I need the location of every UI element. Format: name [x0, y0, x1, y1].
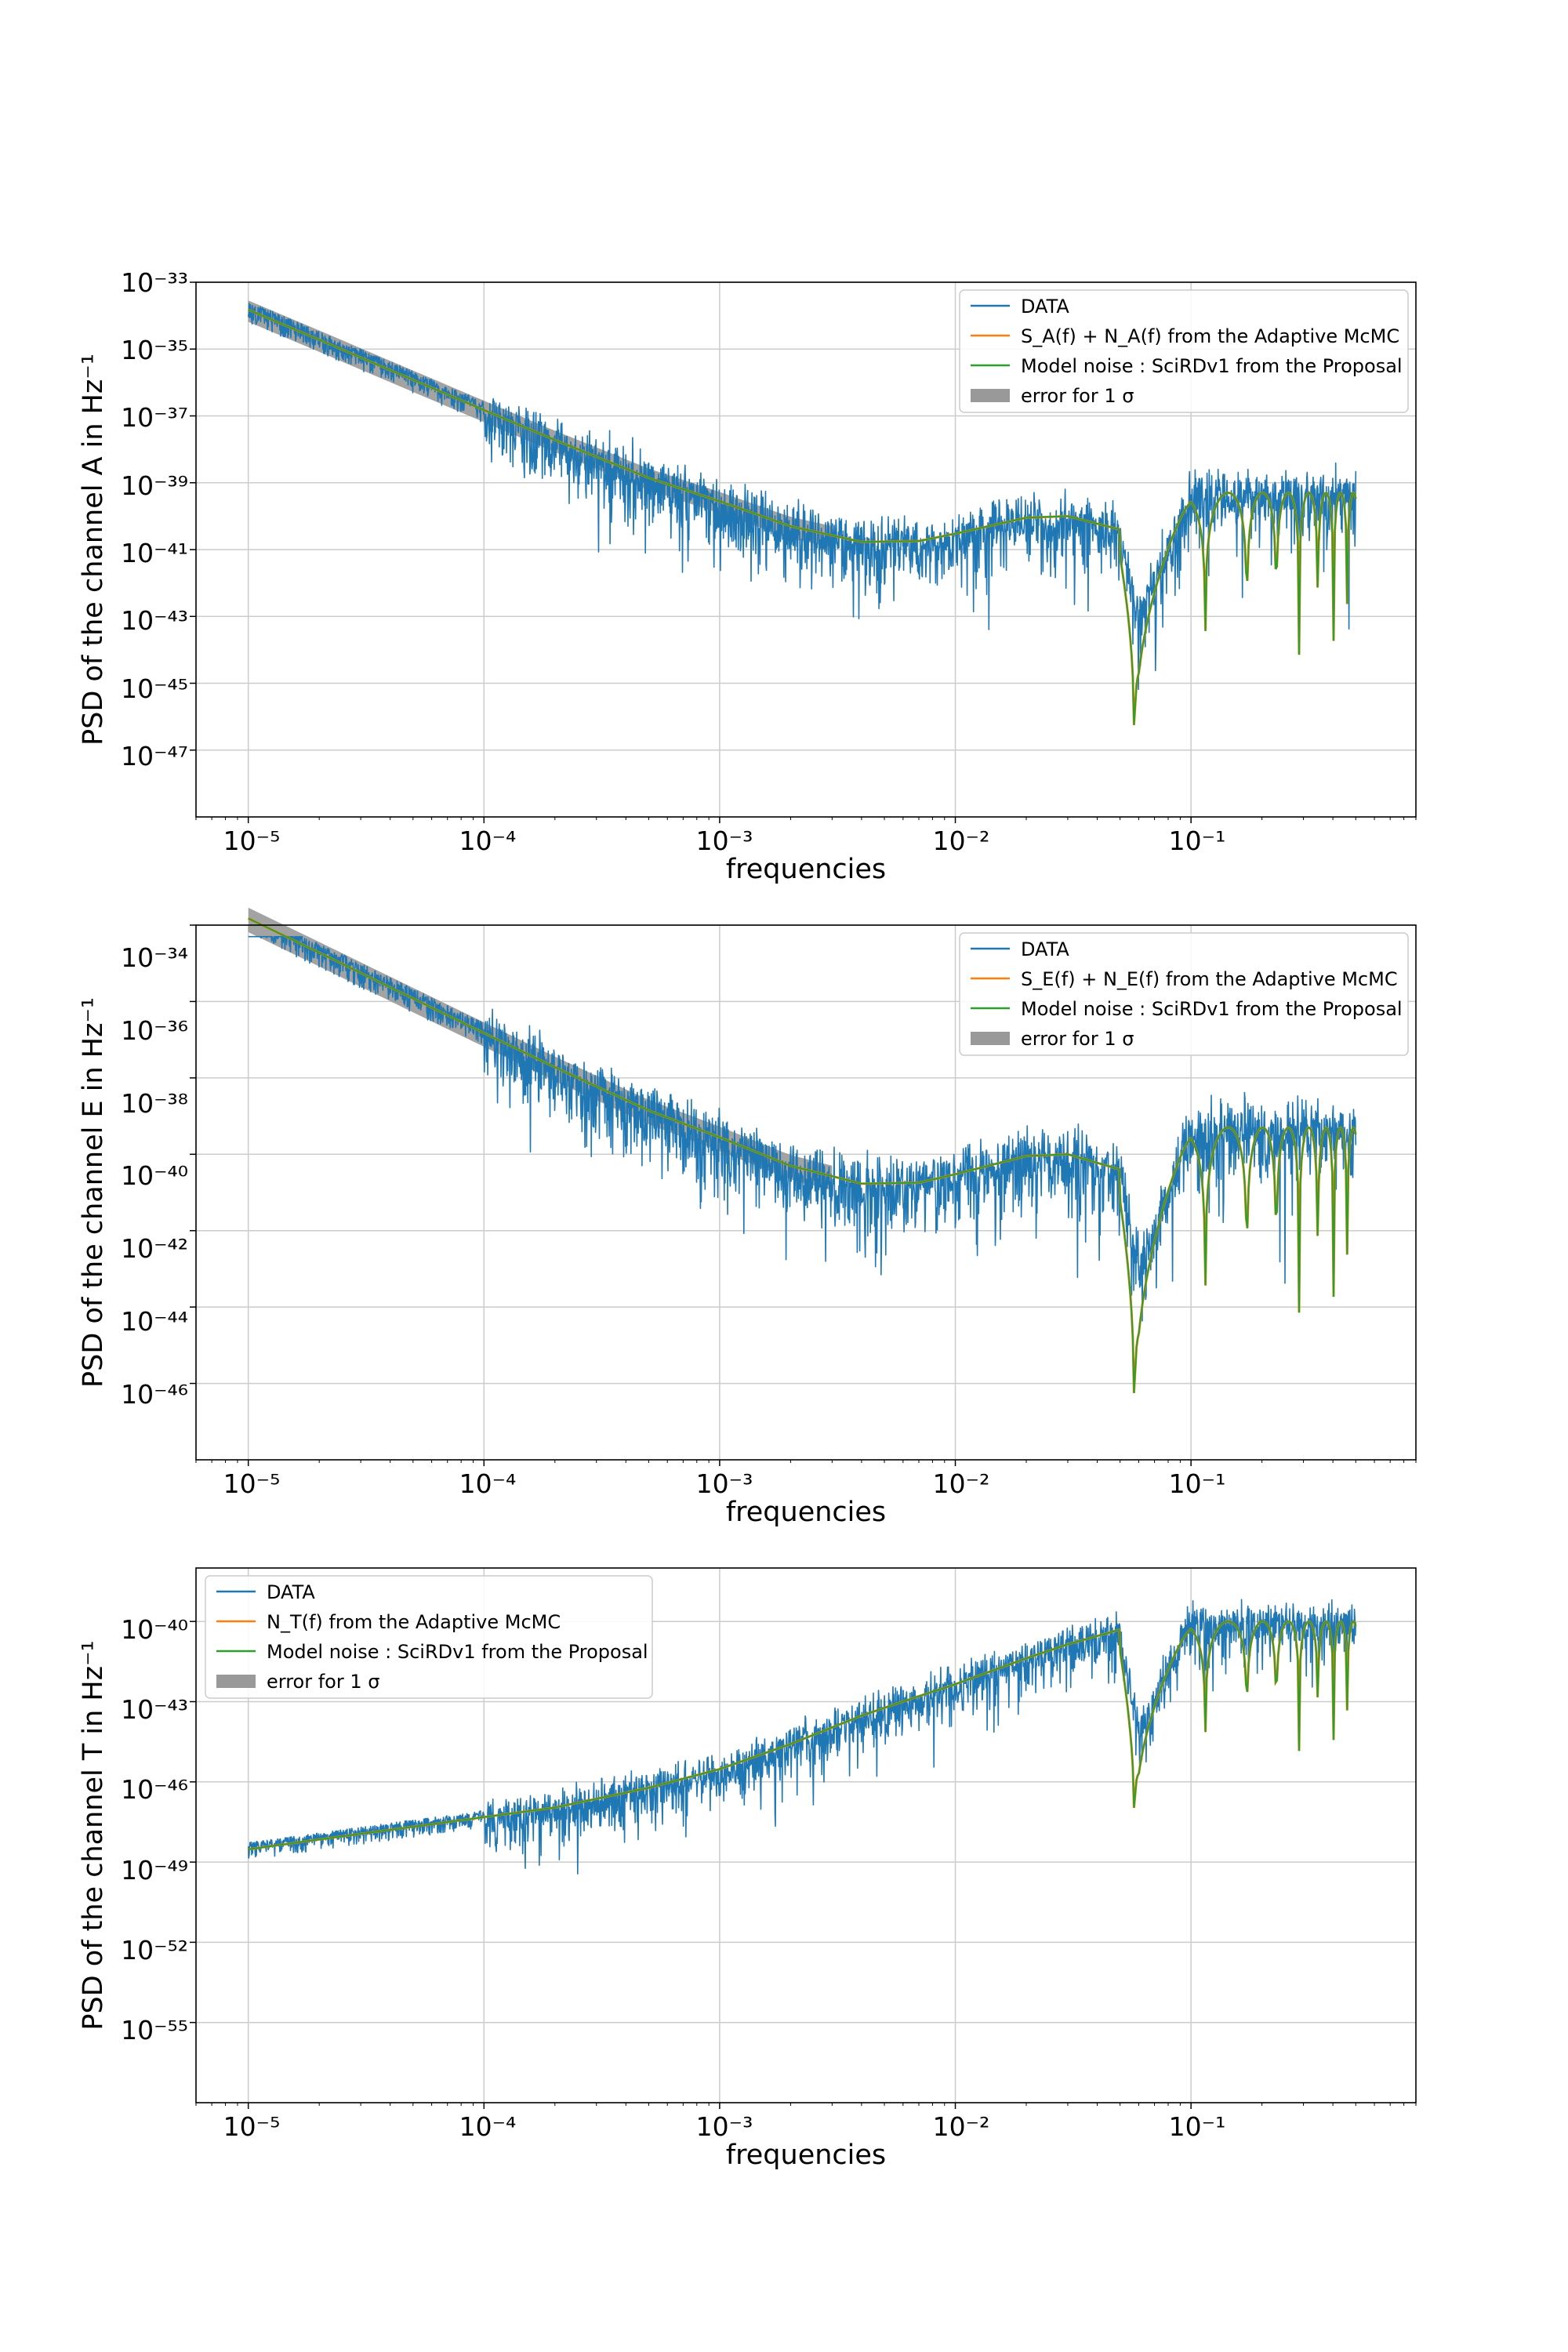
y-axis-label: PSD of the channel E in Hz⁻¹: [78, 997, 109, 1388]
y-tick-label: 10⁻⁵⁵: [121, 2015, 188, 2045]
panel-channel-a: 10⁻³³ 10⁻³⁵ 10⁻³⁷ 10⁻³⁹ 10⁻⁴¹ 10⁻⁴³ 10⁻⁴…: [78, 267, 1417, 885]
legend-label: Model noise : SciRDv1 from the Proposal: [1021, 355, 1403, 377]
x-axis-label: frequencies: [726, 2140, 886, 2171]
x-tick-label: 10⁻²: [933, 826, 990, 856]
series-line-data: [247, 1599, 1357, 1875]
plot-frame: [195, 1567, 1417, 2103]
legend-label: DATA: [267, 1581, 315, 1603]
y-tick-label: 10⁻³⁷: [121, 402, 188, 433]
legend-label: error for 1 σ: [1021, 385, 1134, 407]
legend-label: N_T(f) from the Adaptive McMC: [267, 1611, 561, 1633]
legend-label: DATA: [1021, 938, 1069, 960]
legend-box: [959, 932, 1409, 1056]
legend-swatch-error: [971, 1032, 1010, 1045]
series-line-data: [247, 303, 1357, 691]
y-axis-label: PSD of the channel A in Hz⁻¹: [78, 354, 109, 746]
legend: DATA S_A(f) + N_A(f) from the Adaptive M…: [959, 289, 1409, 413]
legend-label: DATA: [1021, 296, 1069, 318]
legend-label: Model noise : SciRDv1 from the Proposal: [267, 1641, 648, 1663]
panel-channel-e: 10⁻³⁴ 10⁻³⁶ 10⁻³⁸ 10⁻⁴⁰ 10⁻⁴² 10⁻⁴⁴ 10⁻⁴…: [78, 907, 1417, 1528]
legend: DATA N_T(f) from the Adaptive McMC Model…: [205, 1575, 653, 1699]
legend-swatch-error: [216, 1675, 256, 1688]
x-tick-label: 10⁻¹: [1169, 1468, 1226, 1499]
y-tick-label: 10⁻⁴⁵: [121, 673, 188, 704]
legend-swatch-error: [971, 389, 1010, 402]
x-tick-labels: 10⁻⁵ 10⁻⁴ 10⁻³ 10⁻² 10⁻¹: [223, 1468, 1226, 1499]
x-tick-label: 10⁻⁵: [223, 826, 281, 856]
legend-label: error for 1 σ: [267, 1671, 379, 1693]
y-tick-label: 10⁻⁴¹: [121, 538, 188, 568]
x-tick-label: 10⁻²: [933, 2111, 990, 2142]
y-tick-label: 10⁻⁴³: [121, 605, 188, 636]
y-tick-label: 10⁻³⁵: [121, 335, 188, 365]
y-tick-label: 10⁻⁴⁴: [121, 1306, 188, 1337]
x-tick-labels: 10⁻⁵ 10⁻⁴ 10⁻³ 10⁻² 10⁻¹: [223, 2111, 1226, 2142]
x-tick-label: 10⁻³: [696, 1468, 753, 1499]
y-tick-labels: 10⁻³³ 10⁻³⁵ 10⁻³⁷ 10⁻³⁹ 10⁻⁴¹ 10⁻⁴³ 10⁻⁴…: [121, 267, 188, 771]
x-tick-labels: 10⁻⁵ 10⁻⁴ 10⁻³ 10⁻² 10⁻¹: [223, 826, 1226, 856]
series-line-model: [248, 309, 1357, 725]
x-tick-label: 10⁻⁴: [459, 2111, 517, 2142]
series-line-model: [248, 917, 1357, 1393]
x-axis-label: frequencies: [726, 1497, 886, 1528]
x-tick-label: 10⁻⁵: [223, 2111, 281, 2142]
y-tick-label: 10⁻³⁸: [121, 1088, 188, 1119]
legend-label: error for 1 σ: [1021, 1028, 1134, 1050]
legend-box: [959, 289, 1409, 413]
y-tick-label: 10⁻³⁶: [121, 1015, 188, 1046]
y-tick-label: 10⁻⁴⁶: [121, 1774, 188, 1805]
x-tick-label: 10⁻²: [933, 1468, 990, 1499]
x-tick-label: 10⁻¹: [1169, 826, 1226, 856]
x-tick-label: 10⁻³: [696, 826, 753, 856]
error-band: [248, 907, 833, 1190]
y-tick-label: 10⁻³⁹: [121, 470, 188, 501]
y-tick-label: 10⁻⁴⁹: [121, 1855, 188, 1886]
x-tick-label: 10⁻⁴: [459, 826, 517, 856]
y-tick-label: 10⁻⁴⁰: [121, 1160, 188, 1191]
y-tick-label: 10⁻⁴⁰: [121, 1614, 188, 1645]
y-tick-label: 10⁻⁴⁷: [121, 741, 188, 771]
y-tick-label: 10⁻³³: [121, 267, 188, 298]
x-tick-label: 10⁻³: [696, 2111, 753, 2142]
y-tick-labels: 10⁻⁴⁰ 10⁻⁴³ 10⁻⁴⁶ 10⁻⁴⁹ 10⁻⁵² 10⁻⁵⁵: [121, 1614, 188, 2045]
plot-frame: [195, 924, 1417, 1461]
series-line-model: [248, 1620, 1357, 1850]
y-tick-label: 10⁻⁵²: [121, 1935, 188, 1965]
legend-label: S_A(f) + N_A(f) from the Adaptive McMC: [1021, 325, 1399, 347]
y-tick-label: 10⁻⁴⁶: [121, 1379, 188, 1410]
x-tick-label: 10⁻⁵: [223, 1468, 281, 1499]
y-axis-label: PSD of the channel T in Hz⁻¹: [78, 1640, 109, 2030]
legend: DATA S_E(f) + N_E(f) from the Adaptive M…: [959, 932, 1409, 1056]
panel-channel-t: 10⁻⁴⁰ 10⁻⁴³ 10⁻⁴⁶ 10⁻⁴⁹ 10⁻⁵² 10⁻⁵⁵ 10⁻⁵…: [78, 1567, 1417, 2171]
legend-label: S_E(f) + N_E(f) from the Adaptive McMC: [1021, 968, 1398, 990]
x-tick-label: 10⁻¹: [1169, 2111, 1226, 2142]
x-tick-label: 10⁻⁴: [459, 1468, 517, 1499]
legend-box: [205, 1575, 653, 1699]
y-tick-label: 10⁻⁴²: [121, 1233, 188, 1264]
x-axis-label: frequencies: [726, 854, 886, 885]
legend-label: Model noise : SciRDv1 from the Proposal: [1021, 998, 1403, 1020]
y-tick-label: 10⁻³⁴: [121, 942, 188, 973]
y-tick-labels: 10⁻³⁴ 10⁻³⁶ 10⁻³⁸ 10⁻⁴⁰ 10⁻⁴² 10⁻⁴⁴ 10⁻⁴…: [121, 942, 188, 1410]
y-tick-label: 10⁻⁴³: [121, 1694, 188, 1725]
